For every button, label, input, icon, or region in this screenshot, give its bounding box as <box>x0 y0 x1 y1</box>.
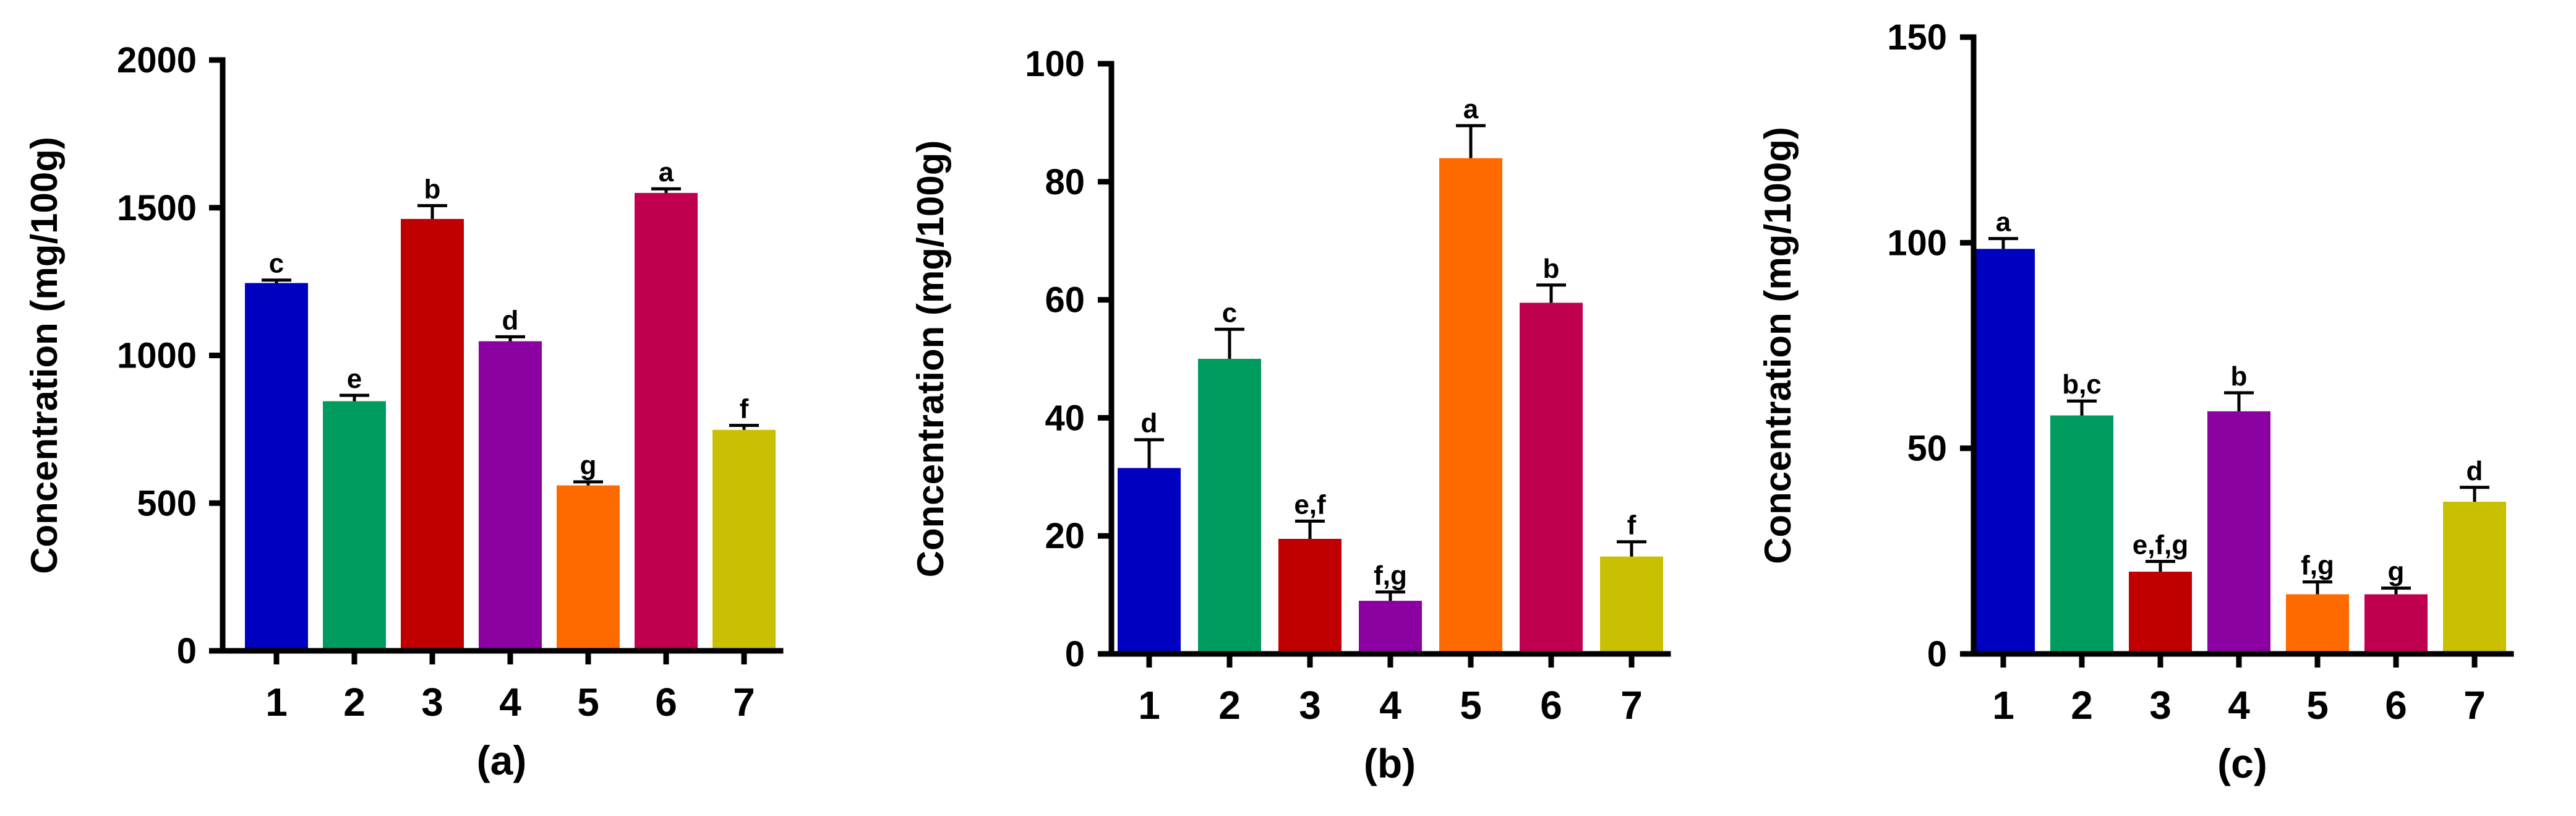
bar-2 <box>323 401 386 651</box>
x-tick-label-5: 5 <box>577 680 599 724</box>
y-tick-label-20: 20 <box>1045 516 1085 556</box>
significance-label-3: e,f,g <box>2133 530 2188 560</box>
panel-c: a 1 b,c 2 e,f,g 3 b 4 f,g 5 g 6 d 7 0 50 100 150 Concentra… <box>1757 17 2514 786</box>
x-tick-label-2: 2 <box>2071 683 2093 728</box>
x-tick-label-3: 3 <box>421 680 443 724</box>
significance-label-3: e,f <box>1294 489 1326 520</box>
y-tick-label-60: 60 <box>1045 280 1085 320</box>
y-axis-title: Concentration (mg/100g) <box>24 137 65 574</box>
significance-label-1: d <box>1141 408 1158 439</box>
significance-label-4: b <box>2231 361 2248 392</box>
x-tick-label-3: 3 <box>1299 683 1321 728</box>
bar-2 <box>1198 359 1261 654</box>
bar-5 <box>2286 594 2349 654</box>
significance-label-6: b <box>1543 254 1560 284</box>
bar-4 <box>1359 601 1422 654</box>
bar-6 <box>635 192 698 651</box>
significance-label-6: a <box>659 157 674 187</box>
y-tick-label-50: 50 <box>1907 429 1947 469</box>
significance-label-1: c <box>269 249 284 279</box>
panel-a: c 1 e 2 b 3 d 4 g 5 a 6 f 7 0 500 1000 1500 2000 Concentrat… <box>24 40 784 783</box>
bar-2 <box>2050 415 2113 654</box>
y-tick-label-0: 0 <box>1927 634 1947 674</box>
y-tick-label-0: 0 <box>177 631 197 671</box>
significance-label-2: b,c <box>2062 369 2102 400</box>
significance-label-4: d <box>502 305 519 335</box>
x-tick-label-7: 7 <box>733 680 755 724</box>
significance-label-7: d <box>2467 456 2483 486</box>
bar-4 <box>2207 411 2270 654</box>
panel-label: (b) <box>1364 741 1416 786</box>
x-tick-label-4: 4 <box>499 680 521 724</box>
bar-1 <box>1118 468 1181 654</box>
bar-5 <box>557 485 620 651</box>
panel-label: (c) <box>2217 741 2267 786</box>
bar-1 <box>245 283 308 651</box>
y-tick-label-150: 150 <box>1887 17 1947 58</box>
y-tick-label-0: 0 <box>1065 634 1085 674</box>
x-tick-label-2: 2 <box>1218 683 1241 728</box>
panel-b: d 1 c 2 e,f 3 f,g 4 a 5 b 6 f 7 0 20 40 60 80 100 Concentrat… <box>910 44 1671 786</box>
significance-label-5: a <box>1463 94 1479 124</box>
y-axis-title: Concentration (mg/100g) <box>1757 127 1799 564</box>
significance-label-7: f <box>740 394 749 424</box>
x-tick-label-1: 1 <box>265 680 288 724</box>
y-tick-label-2000: 2000 <box>117 40 197 80</box>
x-tick-label-5: 5 <box>2306 683 2329 728</box>
y-tick-label-500: 500 <box>137 483 197 523</box>
bar-7 <box>2443 502 2506 654</box>
significance-label-3: b <box>424 174 441 204</box>
x-tick-label-4: 4 <box>1379 683 1401 728</box>
x-tick-label-7: 7 <box>2463 683 2486 728</box>
bar-7 <box>712 429 776 651</box>
x-tick-label-3: 3 <box>2149 683 2172 728</box>
y-tick-label-40: 40 <box>1045 398 1085 438</box>
y-tick-label-100: 100 <box>1887 223 1947 263</box>
panel-label: (a) <box>477 737 527 783</box>
x-tick-label-5: 5 <box>1460 683 1482 728</box>
significance-label-2: e <box>347 364 362 394</box>
significance-label-2: c <box>1222 298 1237 328</box>
bar-5 <box>1439 158 1502 654</box>
x-tick-label-6: 6 <box>655 680 677 724</box>
x-tick-label-4: 4 <box>2228 683 2250 728</box>
bar-6 <box>1520 303 1583 654</box>
x-tick-label-7: 7 <box>1620 683 1643 728</box>
bar-3 <box>401 218 464 651</box>
x-tick-label-1: 1 <box>1138 683 1160 728</box>
y-tick-label-1500: 1500 <box>117 188 197 228</box>
bar-3 <box>2129 572 2192 654</box>
y-tick-label-80: 80 <box>1045 162 1085 202</box>
significance-label-7: f <box>1627 510 1637 541</box>
y-tick-label-100: 100 <box>1025 44 1085 84</box>
x-tick-label-1: 1 <box>1992 683 2014 728</box>
significance-label-6: g <box>2388 557 2405 587</box>
x-tick-label-2: 2 <box>343 680 366 724</box>
bar-6 <box>2364 594 2428 654</box>
y-axis-title: Concentration (mg/100g) <box>910 140 951 578</box>
bar-1 <box>1972 249 2035 654</box>
y-tick-label-1000: 1000 <box>117 336 197 376</box>
bar-3 <box>1278 538 1341 654</box>
significance-label-5: g <box>580 450 597 481</box>
x-tick-label-6: 6 <box>2385 683 2407 728</box>
significance-label-5: f,g <box>2301 551 2334 581</box>
significance-label-1: a <box>1996 207 2011 238</box>
x-tick-label-6: 6 <box>1540 683 1562 728</box>
significance-label-4: f,g <box>1374 560 1407 591</box>
bar-7 <box>1600 556 1663 654</box>
bar-4 <box>479 341 542 651</box>
